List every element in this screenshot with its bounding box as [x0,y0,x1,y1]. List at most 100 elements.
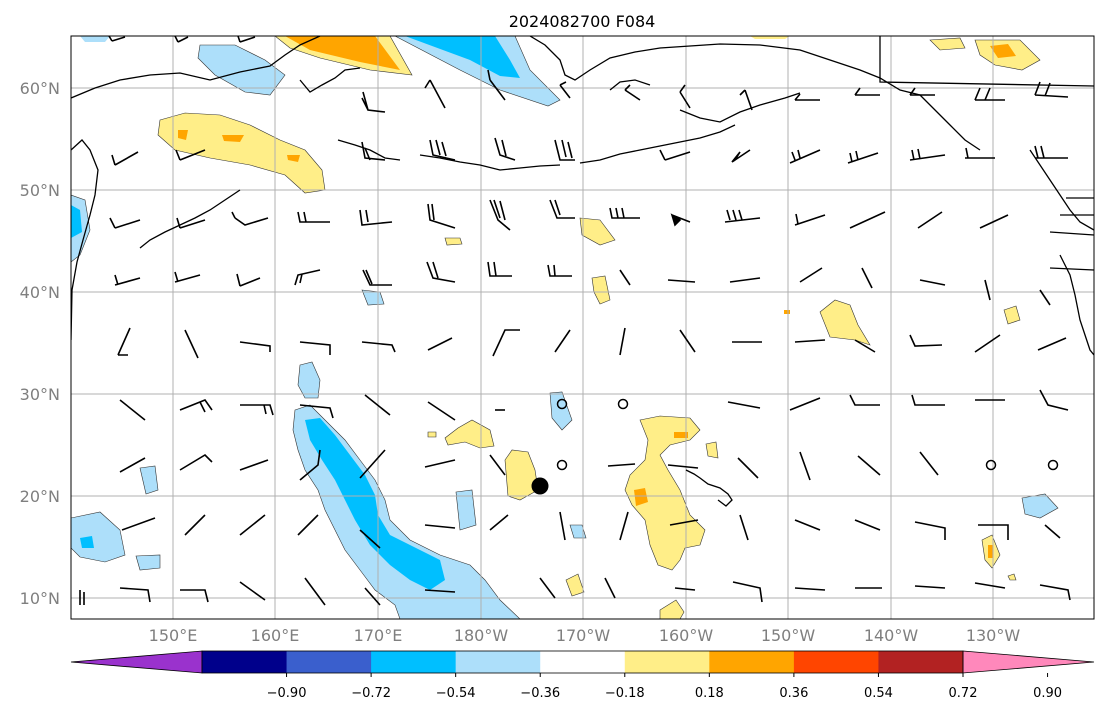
colorbar-tick-label: −0.18 [605,686,645,701]
open-circle-marker [985,459,997,471]
lon-label: 160°W [659,626,714,645]
shading-region-orange [988,545,993,558]
map-frame [70,35,1095,620]
colorbar-segment [371,651,457,673]
map-title: 2024082700 F084 [509,12,656,31]
wind-barb-row-60n [108,36,1069,113]
shading-region-blue [71,511,126,563]
shading-region-yellow [1007,573,1017,581]
shading-region-yellow [427,431,437,438]
wind-barb-row-45n [109,199,1009,231]
lon-label: 130°W [966,626,1021,645]
colorbar-tick-label: 0.36 [779,686,808,701]
colorbar-extension-high [962,650,1095,674]
shading-region-orange [784,310,790,314]
shading-region-cyan [71,205,82,238]
wind-barb-row-35n [117,327,1067,359]
lon-label: 170°E [354,626,403,645]
shading-region-yellow [659,599,685,619]
lon-label: 150°W [761,626,816,645]
wind-barb-row-10n [79,577,1071,606]
colorbar-segment [624,651,710,673]
latitude-labels: 10°N 20°N 30°N 40°N 50°N 60°N [20,79,60,608]
open-circle-marker [556,459,568,471]
colorbar-tick-label: −0.90 [267,686,307,701]
longitude-labels: 150°E 160°E 170°E 180°W 170°W 160°W 150°… [149,626,1021,645]
shading-region-orange [990,44,1016,58]
shading-region-blue [80,36,110,42]
colorbar-segment [878,651,964,673]
lon-label: 140°W [864,626,919,645]
shading-region-yellow [819,299,871,346]
map-panel [71,36,1094,619]
wind-barb-row-25n [119,449,939,481]
lat-label: 50°N [20,181,60,200]
shading-region-cyan [305,418,445,590]
wind-barbs [79,36,1071,606]
colorbar-tick-label: 0.54 [864,686,893,701]
shading-region-blue [1021,493,1059,519]
shaded-regions [71,36,1059,619]
wind-barb-row-20n [121,511,1061,549]
shading-region-yellow [750,36,790,39]
shading-region-yellow [624,415,706,571]
shading-region-blue [297,361,321,399]
shading-region-yellow [1003,305,1021,325]
calm-wind-markers [556,398,1059,471]
colorbar-segment [286,651,372,673]
lat-label: 30°N [20,385,60,404]
colorbar: −0.90 −0.72 −0.54 −0.36 −0.18 0.18 0.36 0.54 0.7… [70,650,1095,701]
colorbar-tick-label: −0.54 [436,686,476,701]
colorbar-extension-low [70,650,203,674]
lon-label: 150°E [149,626,198,645]
open-circle-marker [1047,459,1059,471]
map-gridlines [71,36,1094,619]
shading-region-blue [139,465,159,495]
colorbar-tick-label: 0.90 [1033,686,1062,701]
colorbar-segment [202,651,288,673]
open-circle-marker [617,398,629,410]
colorbar-segment [709,651,795,673]
shading-region-blue [135,554,161,571]
colorbar-frame [201,650,964,674]
shading-region-yellow [444,237,463,246]
wind-barb-row-40n [114,261,1051,306]
shading-region-cyan [80,536,94,548]
shading-region-yellow [591,275,611,305]
colorbar-tick-label: 0.18 [695,686,724,701]
shading-region-orange [178,130,188,140]
lat-label: 10°N [20,589,60,608]
wind-barb-row-55n [111,137,1068,166]
shading-region-blue [569,524,587,539]
lon-label: 160°E [251,626,300,645]
black-dot-marker [531,477,549,495]
shading-region-blue [197,44,286,96]
shading-region-blue [455,489,477,531]
shading-region-orange [222,135,244,142]
wind-barb-row-30n [119,389,1069,421]
shading-region-yellow [579,217,616,246]
shading-region-yellow [929,37,966,51]
colorbar-tick-label: 0.72 [949,686,978,701]
shading-region-yellow [705,441,719,459]
shading-region-cyan [405,36,520,78]
lon-label: 180°W [454,626,509,645]
colorbar-segment [540,651,626,673]
lat-label: 40°N [20,283,60,302]
shading-region-yellow [444,419,495,449]
shading-region-yellow [565,573,585,597]
colorbar-tick-label: −0.72 [351,686,391,701]
shading-region-blue [549,391,573,431]
colorbar-segment [455,651,541,673]
shading-region-orange [634,488,648,506]
shading-region-orange [287,155,300,162]
lat-label: 20°N [20,487,60,506]
colorbar-tick-label: −0.36 [520,686,560,701]
shading-region-orange [674,432,688,438]
lon-label: 170°W [556,626,611,645]
lat-label: 60°N [20,79,60,98]
open-circle-marker [556,398,568,410]
colorbar-segment [793,651,879,673]
shading-region-orange [285,36,400,70]
